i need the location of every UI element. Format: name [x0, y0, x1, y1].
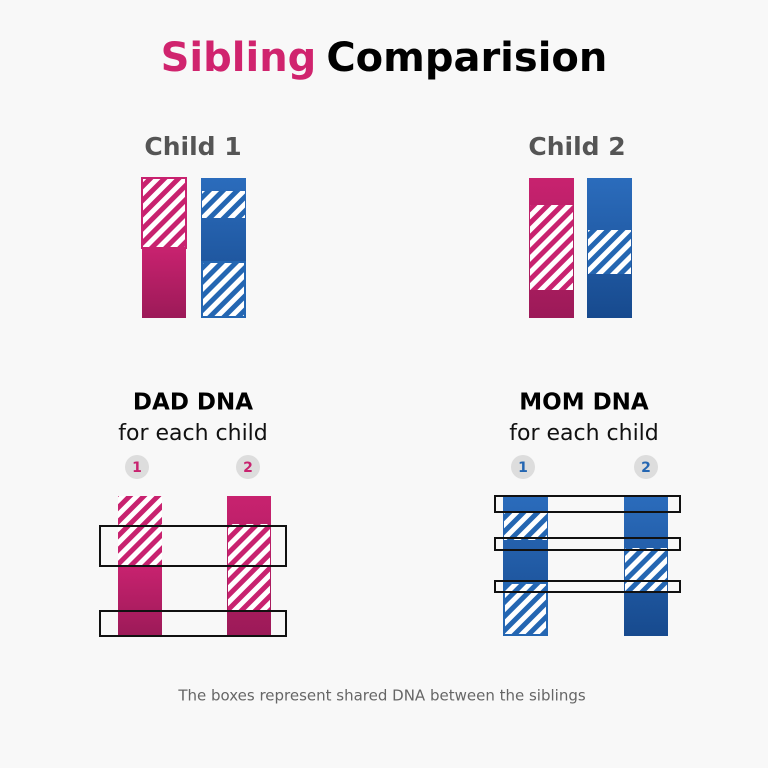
- panel-heading: DAD DNA: [133, 390, 253, 416]
- hatched-segment: [202, 191, 245, 218]
- caption: The boxes represent shared DNA between t…: [177, 687, 586, 705]
- badge: 2: [641, 460, 651, 476]
- shared-box: [494, 495, 681, 513]
- badge-circle: [125, 455, 149, 479]
- hatched-segment: [118, 496, 162, 566]
- badge-circle: [634, 455, 658, 479]
- hatched-segment: [530, 205, 573, 290]
- child-2-chromosomes: [529, 178, 632, 318]
- badge-circle: [236, 455, 260, 479]
- panel-heading: MOM DNA: [519, 390, 649, 416]
- shared-box: [494, 537, 681, 551]
- child-label: Child 2: [528, 132, 625, 161]
- hatched-segment: [141, 177, 187, 249]
- badge: 2: [243, 460, 253, 476]
- mom-dna: [494, 495, 681, 636]
- hatched-segment: [588, 230, 631, 274]
- child-1-chromosomes: [141, 177, 246, 318]
- shared-box: [99, 610, 287, 637]
- dad-dna: [99, 496, 287, 637]
- title-rest: Comparision: [326, 35, 607, 81]
- title-highlight: Sibling: [161, 35, 317, 81]
- hatched-segment: [625, 548, 667, 592]
- solid-segment: [142, 248, 186, 318]
- panel-subheading: for each child: [509, 421, 659, 446]
- badge: 1: [132, 460, 142, 476]
- hatched-segment: [504, 512, 547, 540]
- solid-segment: [118, 566, 162, 636]
- hatched-segment: [201, 261, 246, 318]
- hatched-segment: [503, 582, 548, 636]
- badge: 1: [518, 460, 528, 476]
- shared-box: [494, 580, 681, 593]
- shared-box: [99, 525, 287, 567]
- panel-subheading: for each child: [118, 421, 268, 446]
- child-label: Child 1: [144, 132, 241, 161]
- title: Sibling Comparision: [161, 35, 608, 81]
- badge-circle: [511, 455, 535, 479]
